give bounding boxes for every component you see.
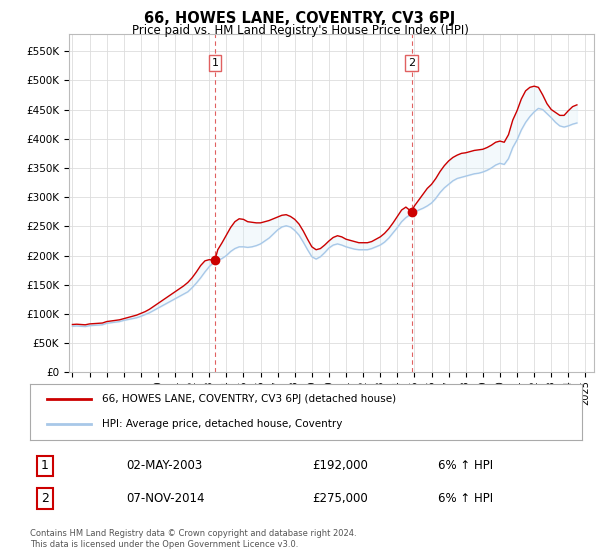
- Text: 6% ↑ HPI: 6% ↑ HPI: [438, 459, 493, 473]
- Text: 2: 2: [408, 58, 415, 68]
- Text: Contains HM Land Registry data © Crown copyright and database right 2024.
This d: Contains HM Land Registry data © Crown c…: [30, 529, 356, 549]
- Text: £275,000: £275,000: [312, 492, 368, 505]
- Text: 07-NOV-2014: 07-NOV-2014: [126, 492, 205, 505]
- Text: £192,000: £192,000: [312, 459, 368, 473]
- Text: Price paid vs. HM Land Registry's House Price Index (HPI): Price paid vs. HM Land Registry's House …: [131, 24, 469, 36]
- Text: HPI: Average price, detached house, Coventry: HPI: Average price, detached house, Cove…: [102, 419, 342, 430]
- Text: 66, HOWES LANE, COVENTRY, CV3 6PJ: 66, HOWES LANE, COVENTRY, CV3 6PJ: [145, 11, 455, 26]
- Text: 1: 1: [41, 459, 49, 473]
- Text: 6% ↑ HPI: 6% ↑ HPI: [438, 492, 493, 505]
- Text: 2: 2: [41, 492, 49, 505]
- Text: 1: 1: [211, 58, 218, 68]
- Text: 02-MAY-2003: 02-MAY-2003: [126, 459, 202, 473]
- Text: 66, HOWES LANE, COVENTRY, CV3 6PJ (detached house): 66, HOWES LANE, COVENTRY, CV3 6PJ (detac…: [102, 394, 396, 404]
